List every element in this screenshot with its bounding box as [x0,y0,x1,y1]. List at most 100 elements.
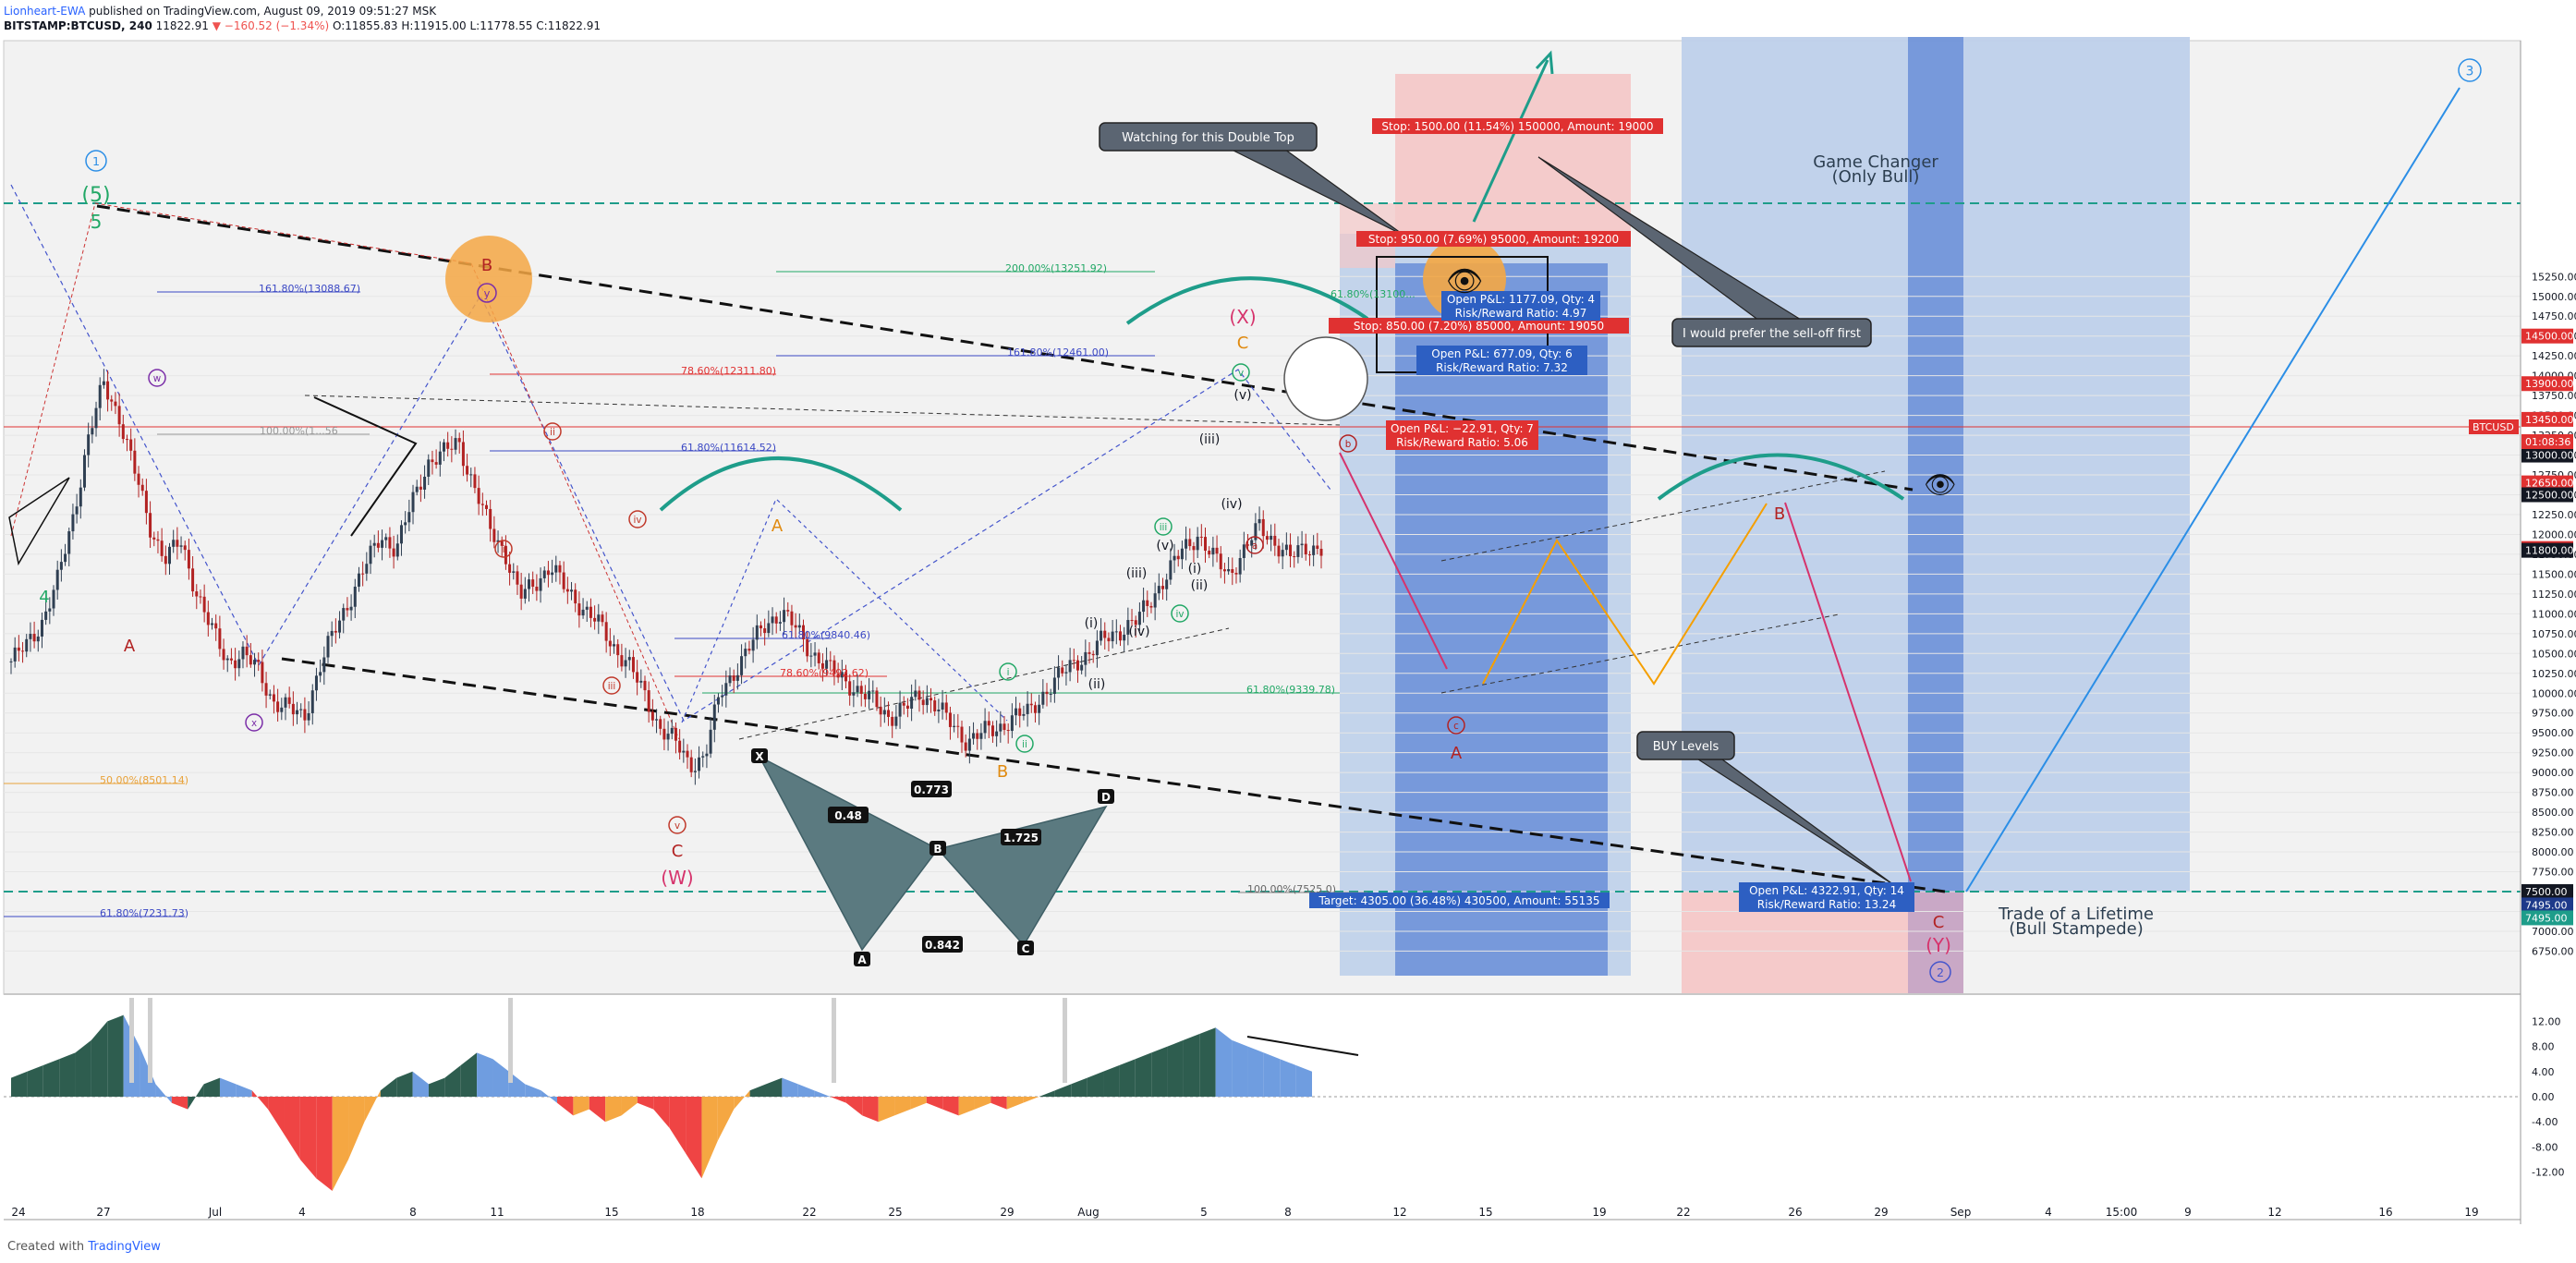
label-fib-100: 100.00%(1...56 [260,425,338,437]
price-badge [2521,411,2573,427]
candle-body [1103,630,1107,638]
candle-body [887,710,891,717]
candle-body [856,686,859,693]
osc-bar [1183,1034,1200,1097]
candle-body [1006,730,1010,732]
osc-bar [171,1097,188,1110]
price-badge [2521,542,2573,558]
candle-body [716,697,720,705]
author-link[interactable]: Lionheart-EWA [4,5,86,18]
candle-body [925,698,929,706]
label-pnl-1177-a: Open P&L: 1177.09, Qty: 4 [1447,293,1595,306]
osc-bar [525,1084,541,1097]
x-tick-label: 15:00 [2106,1206,2138,1219]
label-pnl-4322-a: Open P&L: 4322.91, Qty: 14 [1749,884,1904,897]
label-callout-selloff: I would prefer the sell-off first [1683,327,1861,341]
candle-body [732,675,735,681]
candle-body [778,622,782,624]
candle-body [570,589,574,592]
x-tick-label: 8 [409,1206,417,1219]
candle-body [953,725,956,727]
tradingview-logo[interactable]: TradingView [88,1240,161,1254]
x-tick-label: 5 [1200,1206,1208,1219]
candle-body [771,616,774,624]
candle-body [1075,660,1079,671]
candle-body [357,573,360,587]
osc-bar [428,1077,445,1097]
candle-body [291,703,295,715]
label-pnl-neg-b: Risk/Reward Ratio: 5.06 [1396,436,1528,449]
candle-body [399,525,403,544]
candle-body [647,690,650,712]
candle-body [659,719,662,729]
y-tick-label: 14750.00 [2532,310,2576,322]
candle-body [1049,694,1052,696]
candle-body [539,577,542,591]
candle-body [1250,540,1254,546]
candle-body [1038,704,1041,713]
label-fib-618-top: 61.80%(13100... [1331,288,1416,300]
price-badge [2521,910,2573,926]
label-fib-161-left: 161.80%(13088.67) [259,283,360,295]
candle-body [1091,653,1095,656]
candle-body [721,695,724,698]
y-tick-label: 10500.00 [2532,648,2576,660]
x-tick-label: 27 [96,1206,110,1219]
osc-bar [894,1097,911,1116]
osc-bar [814,1090,831,1097]
candle-body [879,707,882,715]
tradingview-chart[interactable]: 1(5)54AwxyBiiiiiiivvC(W)ABiiiiiiivv(i)(i… [0,37,2576,1238]
label-wave-small-v: (v) [1156,539,1173,553]
candle-body [1161,586,1165,589]
candle-body [551,572,554,576]
circle-wave-giii [1154,517,1173,536]
osc-bar [1054,1084,1072,1097]
label-game-changer-1: Game Changer [1813,152,1938,172]
osc-bar [43,1059,60,1097]
candle-body [1258,518,1261,524]
osc-bar [958,1097,975,1116]
tag-pnl-1177-a [1441,291,1600,307]
candle-body [546,570,550,576]
label-wave-a: a [1252,540,1258,552]
label-wave-small-iii2: (iii) [1199,432,1221,447]
candle-body [616,644,620,656]
candle-body [631,657,635,673]
circle-wave-ii [543,422,562,441]
candle-body [797,625,801,628]
candle-body [102,381,105,385]
candle-body [1227,569,1231,572]
candle-body [581,609,585,616]
label-wave-5: 5 [91,211,103,233]
candle-body [264,683,268,696]
circle-wave-gi [999,662,1017,681]
candle-body [624,660,627,667]
candle-body [48,608,52,612]
callout-box-callout-selloff [1671,318,1872,347]
candle-body [338,620,342,633]
candle-body [149,513,152,538]
candle-body [868,690,871,699]
osc-bar [1199,1027,1216,1097]
candle-body [1222,569,1226,572]
label-wave-A-mid: A [772,516,784,536]
circle-wave-gii [1015,735,1034,753]
osc-bar [284,1097,300,1160]
candle-body [1041,691,1045,705]
candle-body [106,381,110,400]
label-fib-786-upper: 78.60%(12311.80) [681,365,776,377]
candle-body [535,586,539,591]
candle-body [114,401,117,407]
x-tick-label: 29 [1874,1206,1888,1219]
candle-body [512,571,516,573]
x-tick-label: 9 [2184,1206,2192,1219]
osc-tick-label: -12.00 [2532,1167,2564,1179]
candle-body [829,660,832,662]
candle-body [852,692,856,696]
candle-body [71,514,75,532]
chip-ratio-0773 [911,781,952,797]
osc-tick-label: -4.00 [2532,1116,2558,1128]
y-tick-label: 12000.00 [2532,528,2576,540]
candle-body [1072,660,1075,662]
candle-body [167,546,171,565]
